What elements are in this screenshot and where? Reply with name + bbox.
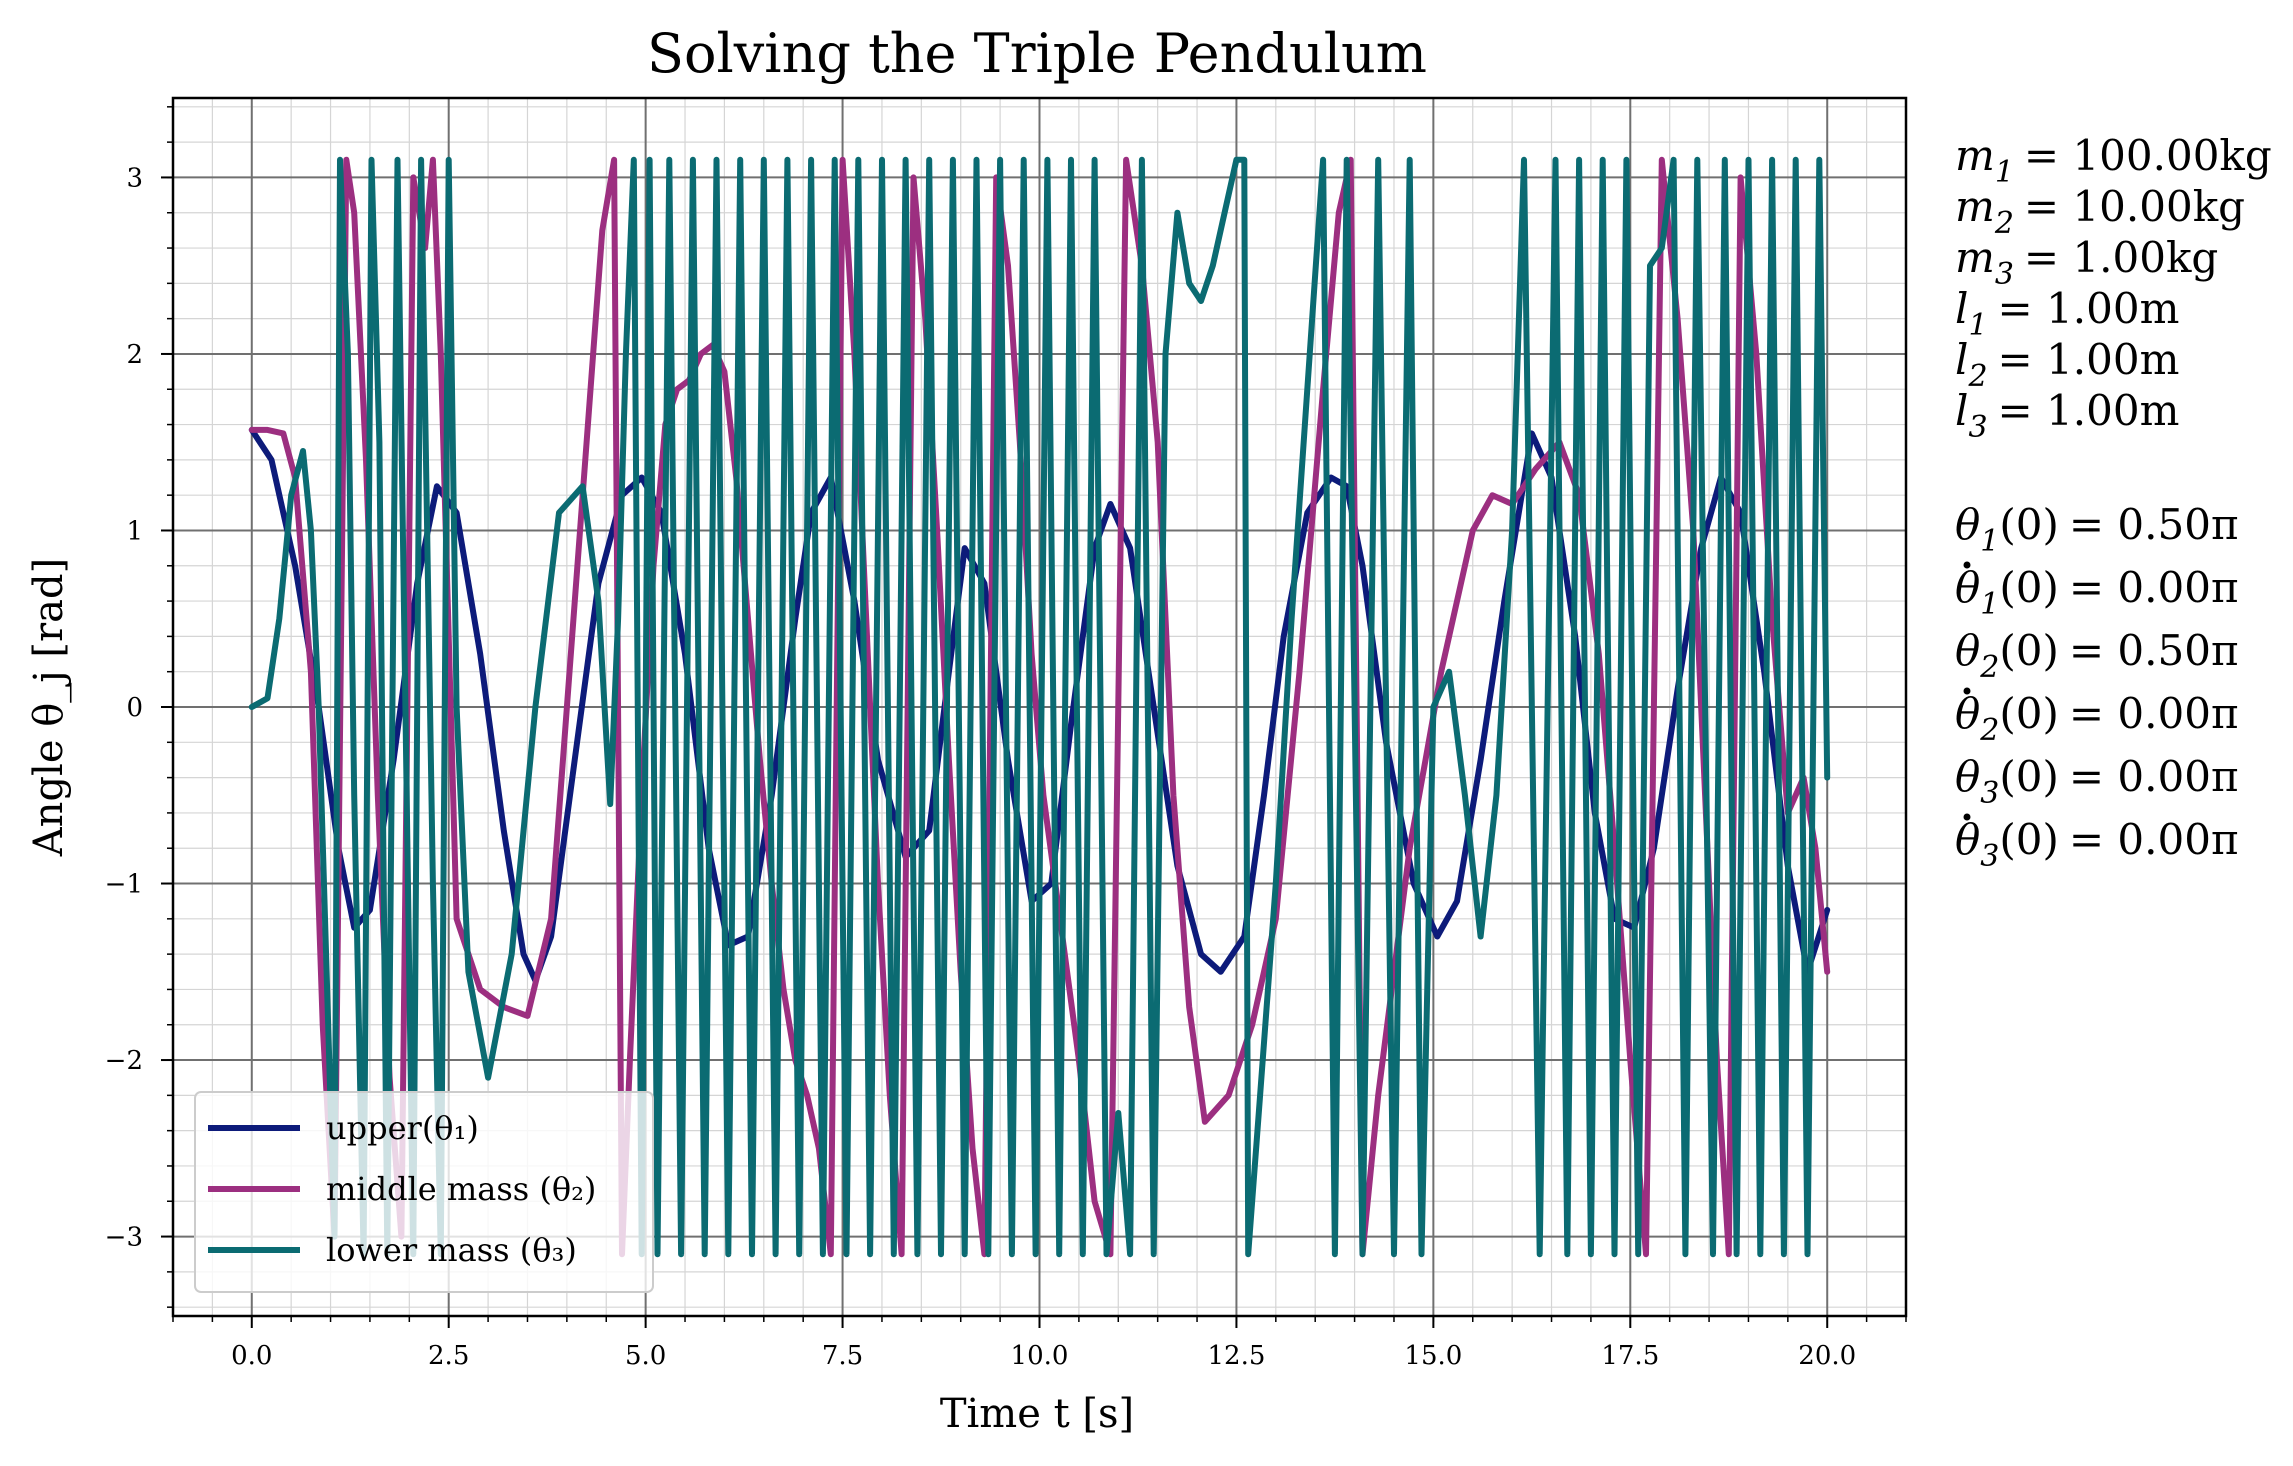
length-parameter: l1 = 1.00m (1955, 284, 2179, 343)
y-tick-label: 0 (126, 693, 143, 723)
param-symbol: θ (1955, 500, 1980, 549)
param-value: = 1.00m (1998, 386, 2180, 435)
param-argument: (0) (1999, 626, 2059, 675)
y-tick-label: 2 (126, 340, 143, 370)
param-symbol: θ (1955, 815, 1980, 864)
chart-title: Solving the Triple Pendulum (647, 22, 1427, 85)
y-tick-label: 1 (126, 516, 143, 546)
legend: upper(θ₁) middle mass (θ₂) lower mass (θ₃) (194, 1091, 654, 1293)
initial-condition: θ1(0) = 0.00π (1955, 563, 2239, 622)
x-axis-label: Time t [s] (940, 1391, 1134, 1437)
y-axis-ticks: −3 −2 −1 0 1 2 3 (105, 106, 173, 1308)
param-subscript: 2 (1967, 359, 1987, 394)
param-value: = 0.00π (2069, 752, 2239, 801)
initial-condition: θ1(0) = 0.50π (1955, 500, 2239, 559)
length-parameter: l3 = 1.00m (1955, 386, 2179, 445)
param-argument: (0) (1999, 500, 2059, 549)
derivative-dot (1963, 561, 1971, 569)
param-value: = 0.50π (2069, 626, 2239, 675)
mass-parameter: m3 = 1.00kg (1955, 233, 2218, 292)
param-argument: (0) (1999, 563, 2059, 612)
param-value: = 0.00π (2069, 815, 2239, 864)
param-value: = 0.00π (2069, 563, 2239, 612)
mass-parameter: m2 = 10.00kg (1955, 182, 2245, 241)
x-axis-label-text: Time t [s] (940, 1391, 1134, 1437)
x-tick-label: 17.5 (1601, 1341, 1659, 1371)
param-symbol: θ (1955, 626, 1980, 675)
param-value: = 10.00kg (2024, 182, 2245, 231)
x-tick-label: 2.5 (428, 1341, 469, 1371)
initial-condition: θ3(0) = 0.00π (1955, 752, 2239, 811)
param-value: = 1.00m (1998, 284, 2180, 333)
y-tick-label: −2 (105, 1046, 143, 1076)
param-subscript: 3 (1980, 776, 1999, 811)
x-tick-label: 7.5 (822, 1341, 863, 1371)
x-tick-label: 12.5 (1207, 1341, 1265, 1371)
param-subscript: 3 (1968, 410, 1987, 445)
param-symbol: θ (1955, 563, 1980, 612)
param-argument: (0) (1999, 689, 2059, 738)
param-subscript: 1 (1980, 587, 1999, 622)
param-subscript: 1 (1980, 524, 1999, 559)
y-tick-label: 3 (126, 163, 143, 193)
param-subscript: 1 (1968, 308, 1987, 343)
param-symbol: m (1955, 182, 1995, 231)
param-subscript: 3 (1980, 839, 1999, 874)
param-subscript: 2 (1994, 206, 2014, 241)
legend-box (194, 1091, 654, 1293)
series-line-3 (248, 156, 1831, 1258)
legend-label: lower mass (θ₃) (326, 1231, 577, 1269)
param-subscript: 3 (1995, 257, 2014, 292)
param-symbol: θ (1955, 752, 1980, 801)
y-tick-label: −3 (105, 1223, 143, 1253)
mass-parameter: m1 = 100.00kg (1955, 131, 2272, 190)
param-value: = 0.50π (2069, 500, 2239, 549)
param-subscript: 2 (1979, 650, 1999, 685)
legend-label: middle mass (θ₂) (326, 1170, 596, 1208)
x-tick-label: 20.0 (1798, 1341, 1856, 1371)
x-axis-ticks: 0.0 2.5 5.0 7.5 10.0 12.5 15.0 17.5 20.0 (172, 1316, 1907, 1371)
param-symbol: l (1955, 284, 1968, 333)
x-tick-label: 15.0 (1404, 1341, 1462, 1371)
param-subscript: 1 (1995, 155, 2014, 190)
param-symbol: m (1955, 233, 1995, 282)
derivative-dot (1963, 813, 1971, 821)
param-argument: (0) (1999, 815, 2059, 864)
param-subscript: 2 (1979, 713, 1999, 748)
param-symbol: l (1955, 335, 1968, 384)
param-symbol: l (1955, 386, 1968, 435)
y-tick-label: −1 (105, 870, 143, 900)
initial-condition: θ3(0) = 0.00π (1955, 815, 2239, 874)
y-axis-label-text: Angle θ_j [rad] (26, 558, 72, 857)
x-tick-label: 10.0 (1011, 1341, 1069, 1371)
derivative-dot (1963, 687, 1971, 695)
y-axis-label: Angle θ_j [rad] (26, 558, 72, 857)
x-tick-label: 0.0 (231, 1341, 272, 1371)
initial-condition: θ2(0) = 0.50π (1955, 626, 2239, 685)
legend-label: upper(θ₁) (326, 1109, 479, 1147)
x-tick-label: 5.0 (625, 1341, 666, 1371)
param-symbol: m (1955, 131, 1995, 180)
param-argument: (0) (1999, 752, 2059, 801)
initial-condition: θ2(0) = 0.00π (1955, 689, 2239, 748)
param-value: = 0.00π (2069, 689, 2239, 738)
param-value: = 1.00kg (2024, 233, 2218, 282)
series-layer (248, 156, 1831, 1258)
length-parameter: l2 = 1.00m (1955, 335, 2179, 394)
param-value: = 1.00m (1998, 335, 2180, 384)
param-value: = 100.00kg (2024, 131, 2272, 180)
param-symbol: θ (1955, 689, 1980, 738)
